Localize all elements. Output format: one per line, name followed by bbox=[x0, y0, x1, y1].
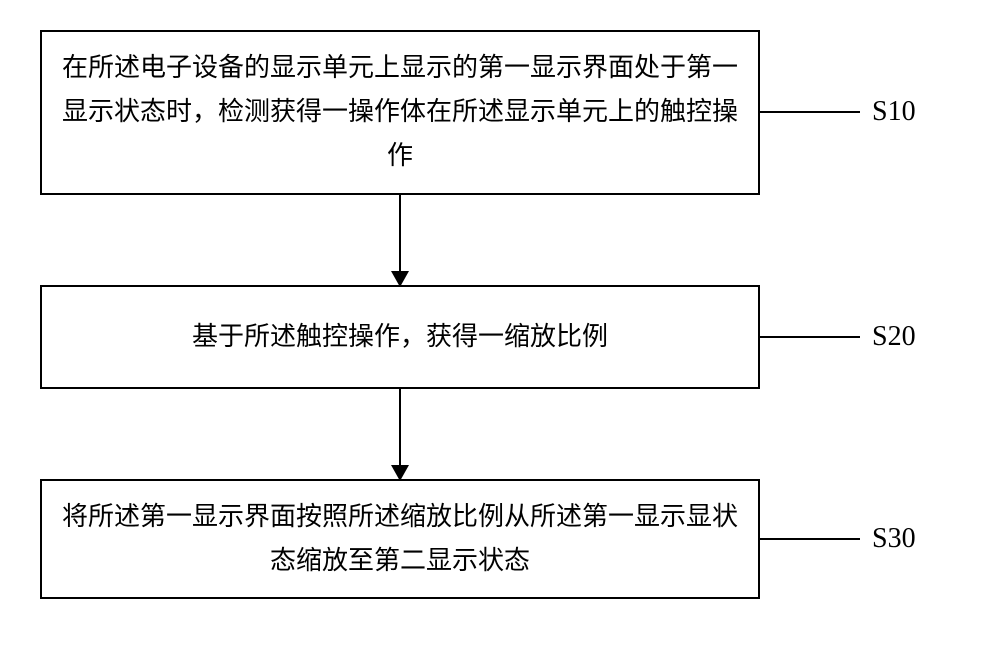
arrow-1-wrap bbox=[40, 195, 760, 285]
flowchart: 在所述电子设备的显示单元上显示的第一显示界面处于第一显示状态时，检测获得一操作体… bbox=[40, 30, 960, 599]
step-s30-label: S30 bbox=[872, 523, 916, 555]
step-s20-label: S20 bbox=[872, 321, 916, 353]
h-line bbox=[760, 336, 860, 338]
arrow-2-wrap bbox=[40, 389, 760, 479]
step-s10-box: 在所述电子设备的显示单元上显示的第一显示界面处于第一显示状态时，检测获得一操作体… bbox=[40, 30, 760, 195]
step-s20-box: 基于所述触控操作，获得一缩放比例 bbox=[40, 285, 760, 389]
step-s10-connector: S10 bbox=[760, 96, 916, 128]
step-s10-text: 在所述电子设备的显示单元上显示的第一显示界面处于第一显示状态时，检测获得一操作体… bbox=[62, 53, 738, 170]
step-s30-row: 将所述第一显示界面按照所述缩放比例从所述第一显示显状态缩放至第二显示状态 S30 bbox=[40, 479, 960, 599]
step-s10-label: S10 bbox=[872, 96, 916, 128]
step-s20-row: 基于所述触控操作，获得一缩放比例 S20 bbox=[40, 285, 960, 389]
step-s30-box: 将所述第一显示界面按照所述缩放比例从所述第一显示显状态缩放至第二显示状态 bbox=[40, 479, 760, 599]
arrow-1 bbox=[399, 195, 401, 285]
h-line bbox=[760, 111, 860, 113]
step-s30-connector: S30 bbox=[760, 523, 916, 555]
step-s20-connector: S20 bbox=[760, 321, 916, 353]
step-s10-row: 在所述电子设备的显示单元上显示的第一显示界面处于第一显示状态时，检测获得一操作体… bbox=[40, 30, 960, 195]
h-line bbox=[760, 538, 860, 540]
step-s20-text: 基于所述触控操作，获得一缩放比例 bbox=[192, 322, 608, 351]
arrow-2 bbox=[399, 389, 401, 479]
step-s30-text: 将所述第一显示界面按照所述缩放比例从所述第一显示显状态缩放至第二显示状态 bbox=[62, 502, 738, 575]
